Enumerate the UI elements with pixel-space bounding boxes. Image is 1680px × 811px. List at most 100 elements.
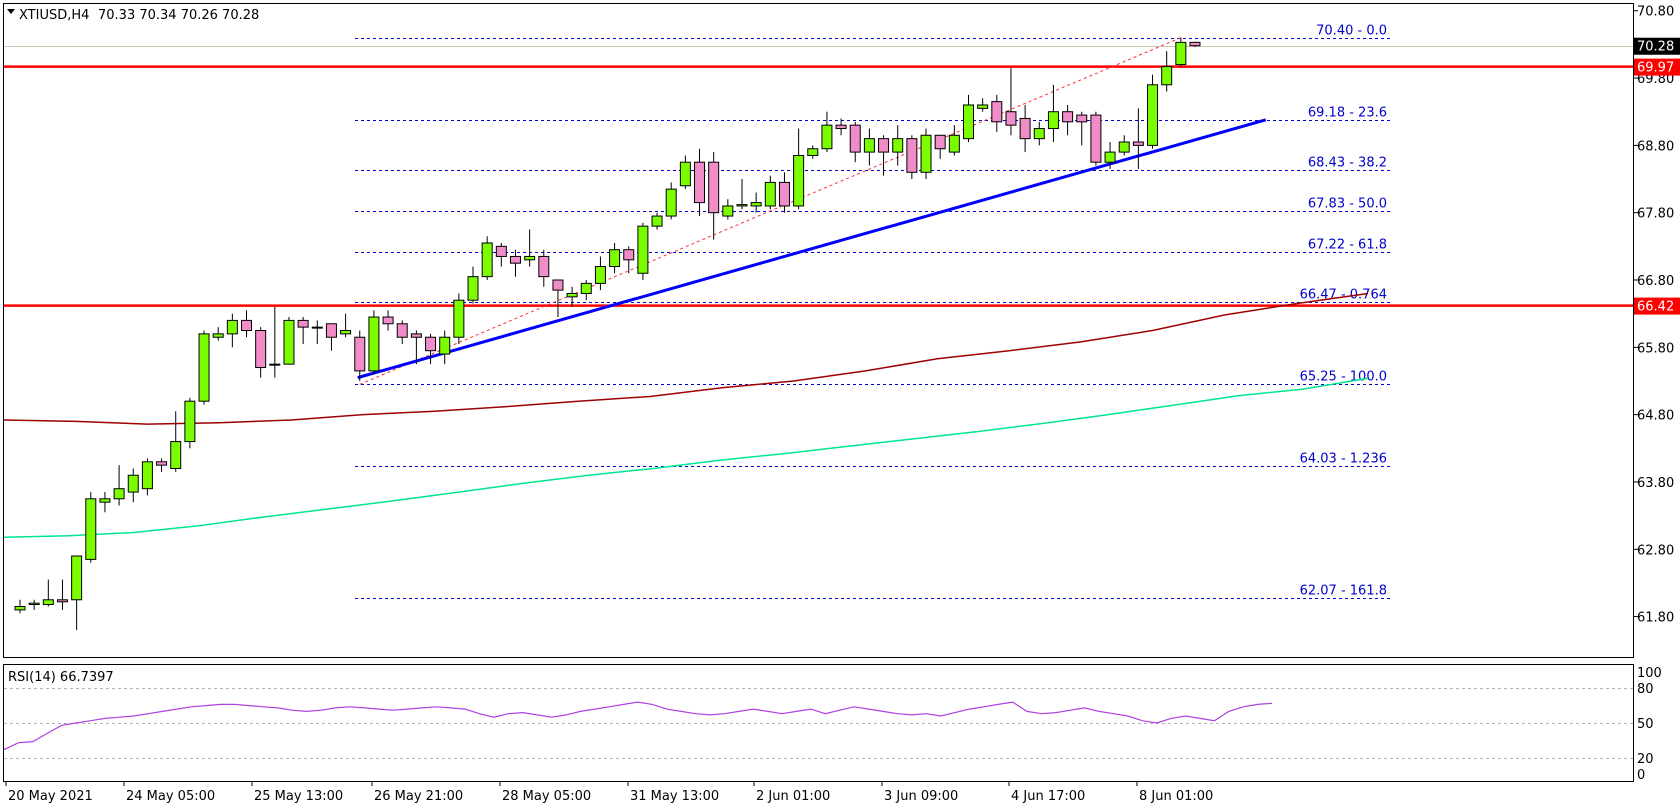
candle-50 <box>722 199 734 220</box>
price-badge-label-0: 70.28 <box>1637 40 1674 55</box>
candle-body <box>495 245 507 257</box>
y-tick-label-7: 63.80 <box>1637 476 1674 491</box>
candle-body <box>1147 84 1159 146</box>
candle-body <box>425 336 437 352</box>
candle-body <box>849 124 861 153</box>
candle-5 <box>85 492 97 563</box>
candle-71 <box>1019 104 1031 153</box>
candle-44 <box>637 222 649 281</box>
candle-26 <box>382 310 394 331</box>
candle-46 <box>665 182 677 220</box>
candle-body <box>708 161 720 214</box>
candle-0 <box>14 599 26 614</box>
candle-body <box>594 266 606 284</box>
candle-31 <box>453 293 465 344</box>
fib-label-4: 67.22 - 61.8 <box>1308 238 1387 253</box>
candle-body <box>962 104 974 140</box>
candle-body <box>410 333 422 338</box>
dropdown-triangle-icon[interactable] <box>7 9 15 14</box>
candle-51 <box>736 179 748 210</box>
candle-32 <box>467 266 479 304</box>
x-tick-label-7: 3 Jun 09:00 <box>884 789 958 804</box>
candle-body <box>453 299 465 338</box>
x-tick-label-2: 25 May 13:00 <box>254 789 343 804</box>
candle-7 <box>113 465 125 506</box>
trendline <box>357 118 1267 380</box>
candle-body <box>141 461 153 490</box>
candle-15 <box>226 313 238 348</box>
candle-body <box>1076 114 1088 123</box>
candle-82 <box>1175 37 1187 67</box>
candle-body <box>14 606 26 611</box>
price-badge-label-2: 66.42 <box>1637 300 1674 315</box>
candle-77 <box>1104 142 1116 169</box>
candle-body <box>198 333 210 402</box>
candle-body <box>920 134 932 173</box>
candle-27 <box>396 320 408 344</box>
fib-label-1: 69.18 - 23.6 <box>1308 106 1387 121</box>
candle-body <box>878 138 890 153</box>
x-tick-label-5: 31 May 13:00 <box>630 789 719 804</box>
candle-body <box>368 316 380 372</box>
rsi-scale-label-1: 80 <box>1637 682 1654 697</box>
candle-body <box>283 319 295 365</box>
fib-layer: 70.40 - 0.0 69.18 - 23.6 68.43 - 38.2 67.83… <box>355 24 1392 599</box>
candle-body <box>538 255 550 278</box>
x-tick-label-0: 20 May 2021 <box>8 789 93 804</box>
candle-body <box>170 441 182 470</box>
candle-body <box>566 292 578 298</box>
candle-69 <box>991 94 1003 132</box>
candle-body <box>325 323 337 338</box>
candle-body <box>807 148 819 156</box>
candle-10 <box>156 458 168 472</box>
candle-body <box>56 599 68 603</box>
candle-42 <box>609 242 621 274</box>
sma-slow-line <box>3 292 1369 425</box>
candle-body <box>906 138 918 173</box>
fib-label-3: 67.83 - 50.0 <box>1308 197 1387 212</box>
candle-body <box>1104 151 1116 163</box>
candle-body <box>28 602 40 605</box>
fib-label-8: 62.07 - 161.8 <box>1300 584 1387 599</box>
candle-body <box>1033 128 1045 140</box>
rsi-label: RSI(14) 66.7397 <box>8 670 114 685</box>
candle-19 <box>283 317 295 365</box>
candles-layer <box>14 37 1201 631</box>
candle-83 <box>1189 41 1201 48</box>
candle-body <box>977 104 989 109</box>
candle-body <box>1047 111 1059 130</box>
candle-61 <box>878 135 890 176</box>
price-badge-label-1: 69.97 <box>1637 61 1674 76</box>
price-badge-2 <box>1634 297 1680 315</box>
candle-72 <box>1033 121 1045 146</box>
candle-18 <box>269 306 281 378</box>
candle-body <box>509 255 521 264</box>
sma-fast-line <box>3 377 1369 538</box>
fib-label-6: 65.25 - 100.0 <box>1300 370 1387 385</box>
candle-37 <box>538 249 550 287</box>
y-tick-label-4: 66.80 <box>1637 274 1674 289</box>
rsi-scale-label-2: 50 <box>1637 717 1654 732</box>
y-tick-label-1: 69.80 <box>1637 72 1674 87</box>
candle-81 <box>1161 51 1173 92</box>
candle-body <box>694 161 706 204</box>
candle-body <box>580 282 592 294</box>
y-tick-label-5: 65.80 <box>1637 341 1674 356</box>
candle-65 <box>934 134 946 159</box>
candle-73 <box>1047 84 1059 143</box>
candle-body <box>71 555 83 601</box>
candle-53 <box>764 175 776 210</box>
candle-body <box>269 363 281 366</box>
candle-body <box>722 205 734 217</box>
candle-17 <box>255 327 267 378</box>
candle-70 <box>1005 67 1017 136</box>
candle-80 <box>1147 74 1159 149</box>
candle-13 <box>198 330 210 405</box>
candle-52 <box>750 192 762 213</box>
candle-63 <box>906 135 918 180</box>
candle-body <box>241 319 253 332</box>
candle-34 <box>495 242 507 267</box>
candle-body <box>524 255 536 261</box>
